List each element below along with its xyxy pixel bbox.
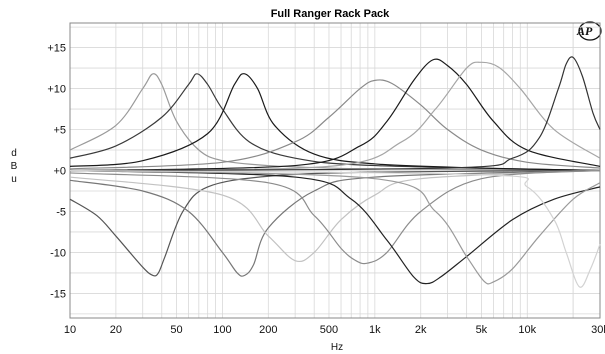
y-axis-label: dBu (11, 148, 18, 185)
series-line-12 (69, 169, 601, 285)
series-line-2 (69, 73, 601, 172)
y-tick-label: +0 (53, 166, 66, 178)
x-tick-label: 30k (591, 324, 605, 336)
x-tick-label: 20 (110, 324, 122, 336)
y-tick-label: +15 (47, 43, 66, 55)
ap-logo-text: AP (576, 24, 593, 38)
response-curves (69, 56, 601, 288)
y-axis-label-char: B (11, 161, 18, 172)
y-axis-label-char: d (11, 148, 17, 159)
series-line-10 (69, 169, 601, 263)
series-line-4 (69, 79, 601, 170)
x-tick-label: 100 (213, 324, 231, 336)
x-tick-label: 1k (369, 324, 381, 336)
y-tick-label: -5 (56, 206, 66, 218)
x-axis-ticks: 10 20 50 100 200 500 1k 2k 5k 10k 30k (64, 324, 605, 336)
y-tick-label: -10 (50, 247, 66, 259)
series-line-5 (69, 58, 601, 172)
x-tick-label: 10k (518, 324, 536, 336)
series-line-9 (69, 169, 601, 277)
y-tick-label: -15 (50, 288, 66, 300)
y-axis-label-char: u (11, 174, 17, 185)
series-line-7 (69, 56, 601, 172)
series-line-11 (69, 169, 601, 265)
series-line-14 (69, 169, 601, 288)
x-tick-label: 2k (415, 324, 427, 336)
grid (69, 23, 601, 318)
x-tick-label: 200 (259, 324, 277, 336)
y-tick-label: +5 (53, 125, 66, 137)
x-tick-label: 5k (476, 324, 488, 336)
x-tick-label: 50 (170, 324, 182, 336)
x-axis-label: Hz (331, 342, 343, 353)
series-line-3 (69, 73, 601, 172)
ap-logo: AP (576, 21, 602, 41)
series-line-13 (69, 169, 601, 285)
chart-title: Full Ranger Rack Pack (271, 8, 390, 20)
y-tick-label: +10 (47, 84, 66, 96)
series-line-6 (69, 61, 601, 172)
y-axis-ticks: +15 +10 +5 +0 -5 -10 -15 (47, 43, 66, 301)
x-tick-label: 500 (320, 324, 338, 336)
x-tick-label: 10 (64, 324, 76, 336)
